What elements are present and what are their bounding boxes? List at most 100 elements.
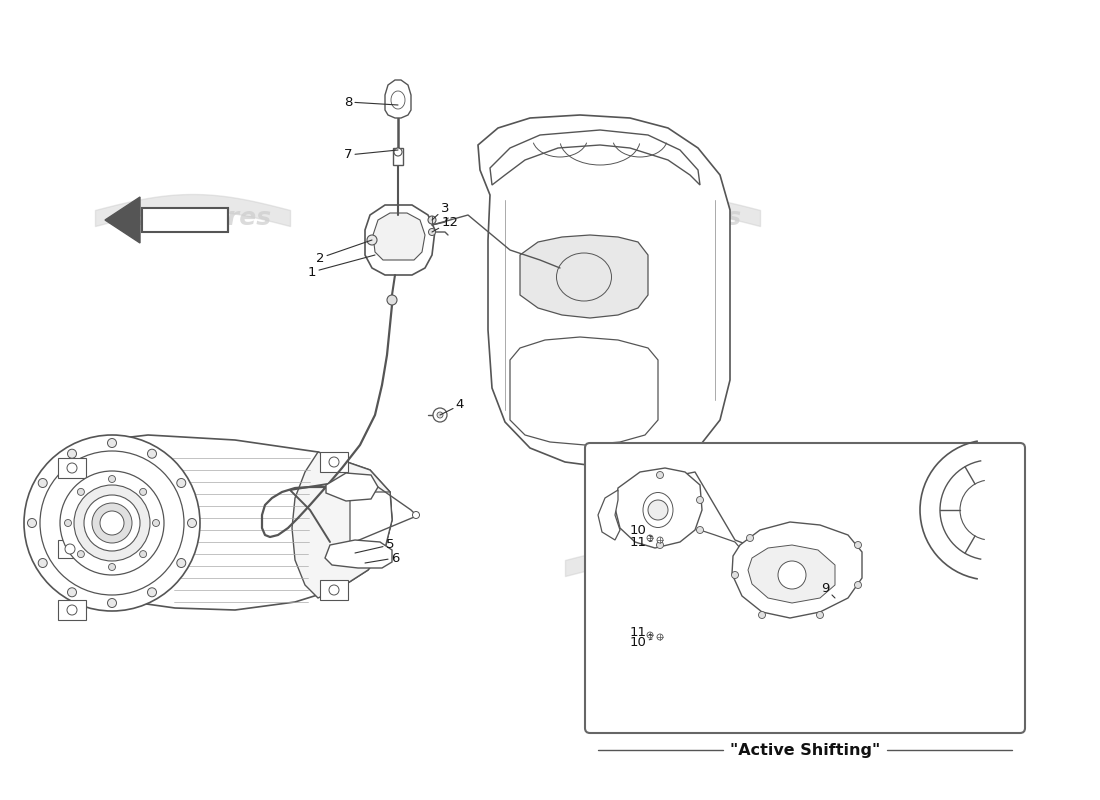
Circle shape <box>140 550 146 558</box>
Circle shape <box>77 550 85 558</box>
Text: 10: 10 <box>629 523 652 537</box>
Polygon shape <box>50 435 392 610</box>
Circle shape <box>732 571 738 578</box>
Polygon shape <box>58 540 82 558</box>
Circle shape <box>747 534 754 542</box>
Polygon shape <box>320 452 348 472</box>
Text: 4: 4 <box>440 398 464 415</box>
Text: 11: 11 <box>629 535 652 549</box>
Circle shape <box>39 558 47 567</box>
Text: 9: 9 <box>821 582 835 598</box>
Circle shape <box>433 408 447 422</box>
Circle shape <box>816 611 824 618</box>
Text: 5: 5 <box>355 538 394 553</box>
Circle shape <box>657 537 663 543</box>
Circle shape <box>153 519 159 526</box>
Polygon shape <box>732 522 862 618</box>
Circle shape <box>329 585 339 595</box>
Polygon shape <box>393 148 403 165</box>
Circle shape <box>77 488 85 495</box>
Circle shape <box>648 500 668 520</box>
Circle shape <box>329 457 339 467</box>
Circle shape <box>67 450 77 458</box>
Text: 10: 10 <box>629 637 652 650</box>
Circle shape <box>855 542 861 549</box>
Polygon shape <box>326 473 378 501</box>
Circle shape <box>177 558 186 567</box>
Text: "Active Shifting": "Active Shifting" <box>730 742 880 758</box>
Polygon shape <box>320 580 348 600</box>
Circle shape <box>147 450 156 458</box>
Circle shape <box>177 478 186 487</box>
Text: eurospares: eurospares <box>583 206 741 230</box>
Text: 1: 1 <box>308 255 375 278</box>
Circle shape <box>147 588 156 597</box>
Circle shape <box>429 229 436 235</box>
Circle shape <box>108 438 117 447</box>
Circle shape <box>67 463 77 473</box>
Circle shape <box>65 544 75 554</box>
Circle shape <box>394 148 402 156</box>
Circle shape <box>108 598 117 607</box>
Polygon shape <box>598 490 620 540</box>
Circle shape <box>657 542 663 549</box>
Circle shape <box>84 495 140 551</box>
Circle shape <box>187 518 197 527</box>
Circle shape <box>437 412 443 418</box>
Circle shape <box>60 471 164 575</box>
Circle shape <box>92 503 132 543</box>
Circle shape <box>428 216 436 224</box>
Polygon shape <box>615 468 702 548</box>
Circle shape <box>40 451 184 595</box>
Text: 11: 11 <box>629 626 652 638</box>
Circle shape <box>759 611 766 618</box>
Circle shape <box>412 511 419 518</box>
Polygon shape <box>58 600 86 620</box>
Text: eurospares: eurospares <box>583 556 741 580</box>
Circle shape <box>657 471 663 478</box>
Text: 7: 7 <box>343 149 398 162</box>
Circle shape <box>28 518 36 527</box>
Polygon shape <box>350 492 392 548</box>
Circle shape <box>74 485 150 561</box>
FancyBboxPatch shape <box>585 443 1025 733</box>
Polygon shape <box>58 458 86 478</box>
Circle shape <box>100 511 124 535</box>
Polygon shape <box>490 130 700 185</box>
Circle shape <box>855 582 861 589</box>
Circle shape <box>367 235 377 245</box>
Circle shape <box>696 526 704 534</box>
Circle shape <box>109 563 116 570</box>
Circle shape <box>647 535 653 541</box>
Text: 8: 8 <box>344 95 398 109</box>
Circle shape <box>696 497 704 503</box>
Circle shape <box>24 435 200 611</box>
Polygon shape <box>478 115 730 468</box>
Polygon shape <box>748 545 835 603</box>
Text: eurospares: eurospares <box>113 206 271 230</box>
Polygon shape <box>385 80 411 118</box>
Polygon shape <box>142 208 228 232</box>
Circle shape <box>65 519 72 526</box>
Text: 3: 3 <box>432 202 449 220</box>
Polygon shape <box>104 197 140 243</box>
Circle shape <box>657 634 663 640</box>
Circle shape <box>109 475 116 482</box>
Polygon shape <box>365 205 435 275</box>
Circle shape <box>67 605 77 615</box>
Text: eurospares: eurospares <box>113 556 271 580</box>
Text: 6: 6 <box>365 551 399 565</box>
Circle shape <box>140 488 146 495</box>
Circle shape <box>39 478 47 487</box>
Text: 12: 12 <box>432 215 459 232</box>
Polygon shape <box>510 337 658 445</box>
Text: 2: 2 <box>316 240 372 265</box>
Polygon shape <box>373 213 425 260</box>
Polygon shape <box>324 540 392 568</box>
Circle shape <box>778 561 806 589</box>
Polygon shape <box>520 235 648 318</box>
Polygon shape <box>292 452 392 598</box>
Circle shape <box>647 632 653 638</box>
Circle shape <box>387 295 397 305</box>
Circle shape <box>67 588 77 597</box>
